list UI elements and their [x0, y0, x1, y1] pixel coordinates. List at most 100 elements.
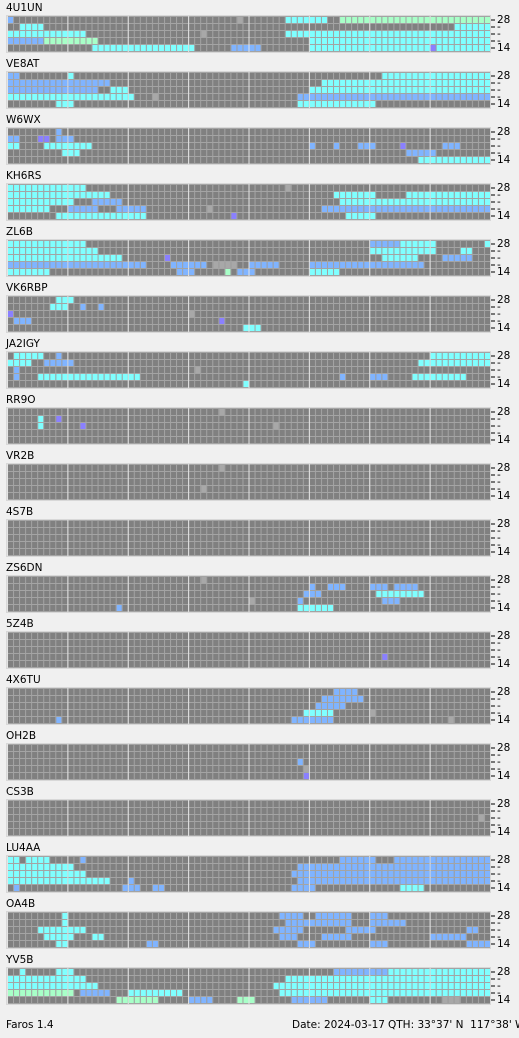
- signal-cell: [442, 997, 448, 1003]
- signal-cell: [346, 80, 352, 86]
- signal-cell: [352, 990, 358, 996]
- signal-cell: [56, 927, 62, 933]
- band-label: 14: [497, 490, 511, 502]
- signal-cell: [128, 262, 134, 268]
- signal-cell: [68, 87, 74, 93]
- signal-cell: [104, 262, 110, 268]
- signal-cell: [412, 248, 418, 254]
- signal-cell: [460, 87, 466, 93]
- signal-cell: [436, 864, 442, 870]
- signal-cell: [382, 73, 388, 79]
- signal-cell: [68, 199, 74, 205]
- signal-cell: [394, 80, 400, 86]
- signal-cell: [340, 38, 346, 44]
- signal-cell: [86, 80, 92, 86]
- signal-cell: [327, 269, 334, 275]
- signal-cell: [321, 45, 327, 51]
- signal-cell: [56, 87, 62, 93]
- signal-cell: [26, 857, 32, 863]
- signal-cell: [358, 143, 364, 149]
- signal-cell: [62, 213, 68, 219]
- signal-cell: [364, 969, 370, 975]
- signal-cell: [454, 969, 460, 975]
- signal-cell: [225, 269, 231, 275]
- signal-cell: [454, 80, 460, 86]
- signal-cell: [406, 871, 412, 877]
- signal-cell: [177, 990, 183, 996]
- signal-cell: [122, 87, 128, 93]
- signal-cell: [44, 80, 50, 86]
- signal-cell: [68, 213, 74, 219]
- signal-cell: [364, 857, 370, 863]
- signal-cell: [352, 17, 358, 23]
- signal-cell: [424, 45, 430, 51]
- signal-cell: [297, 941, 303, 947]
- signal-cell: [370, 192, 376, 198]
- signal-cell: [56, 983, 62, 989]
- signal-cell: [340, 871, 346, 877]
- signal-cell: [442, 73, 448, 79]
- signal-cell: [189, 997, 195, 1003]
- signal-cell: [315, 269, 321, 275]
- signal-cell: [297, 864, 303, 870]
- signal-cell: [14, 262, 20, 268]
- signal-cell: [38, 87, 44, 93]
- signal-cell: [86, 248, 92, 254]
- signal-cell: [370, 143, 376, 149]
- signal-cell: [50, 241, 56, 247]
- signal-cell: [448, 976, 454, 982]
- signal-cell: [50, 304, 56, 310]
- signal-cell: [460, 857, 466, 863]
- signal-cell: [418, 206, 424, 212]
- signal-cell: [14, 192, 20, 198]
- signal-cell: [321, 990, 327, 996]
- signal-cell: [334, 703, 340, 709]
- band-label: -: [497, 581, 501, 593]
- signal-cell: [466, 360, 472, 366]
- signal-cell: [297, 717, 303, 723]
- signal-cell: [418, 885, 424, 891]
- signal-cell: [346, 990, 352, 996]
- band-label: -: [497, 756, 501, 768]
- signal-cell: [80, 423, 86, 429]
- signal-cell: [388, 598, 394, 604]
- signal-cell: [388, 199, 394, 205]
- band-label: -: [497, 805, 501, 817]
- signal-cell: [26, 864, 32, 870]
- signal-cell: [104, 199, 110, 205]
- signal-cell: [478, 353, 484, 359]
- signal-cell: [448, 997, 454, 1003]
- signal-cell: [315, 605, 321, 611]
- signal-cell: [454, 45, 460, 51]
- signal-cell: [68, 101, 74, 107]
- signal-cell: [297, 885, 303, 891]
- signal-cell: [297, 759, 303, 765]
- signal-cell: [370, 871, 376, 877]
- signal-cell: [68, 73, 74, 79]
- signal-cell: [56, 976, 62, 982]
- signal-cell: [484, 353, 490, 359]
- band-label: 14: [497, 826, 511, 838]
- signal-cell: [98, 304, 104, 310]
- signal-cell: [412, 976, 418, 982]
- signal-cell: [370, 983, 376, 989]
- signal-cell: [376, 262, 382, 268]
- beacon-call: LU4AA: [6, 842, 41, 854]
- signal-cell: [62, 941, 68, 947]
- band-label: 28: [497, 70, 510, 82]
- signal-cell: [442, 17, 448, 23]
- signal-cell: [394, 206, 400, 212]
- signal-cell: [44, 87, 50, 93]
- signal-cell: [321, 269, 327, 275]
- signal-cell: [213, 262, 219, 268]
- band-label: -: [497, 483, 501, 495]
- signal-cell: [472, 871, 478, 877]
- signal-cell: [20, 31, 26, 37]
- signal-cell: [56, 934, 62, 940]
- signal-cell: [400, 31, 406, 37]
- signal-cell: [56, 248, 62, 254]
- signal-cell: [454, 934, 460, 940]
- signal-cell: [62, 94, 68, 100]
- signal-cell: [56, 129, 62, 135]
